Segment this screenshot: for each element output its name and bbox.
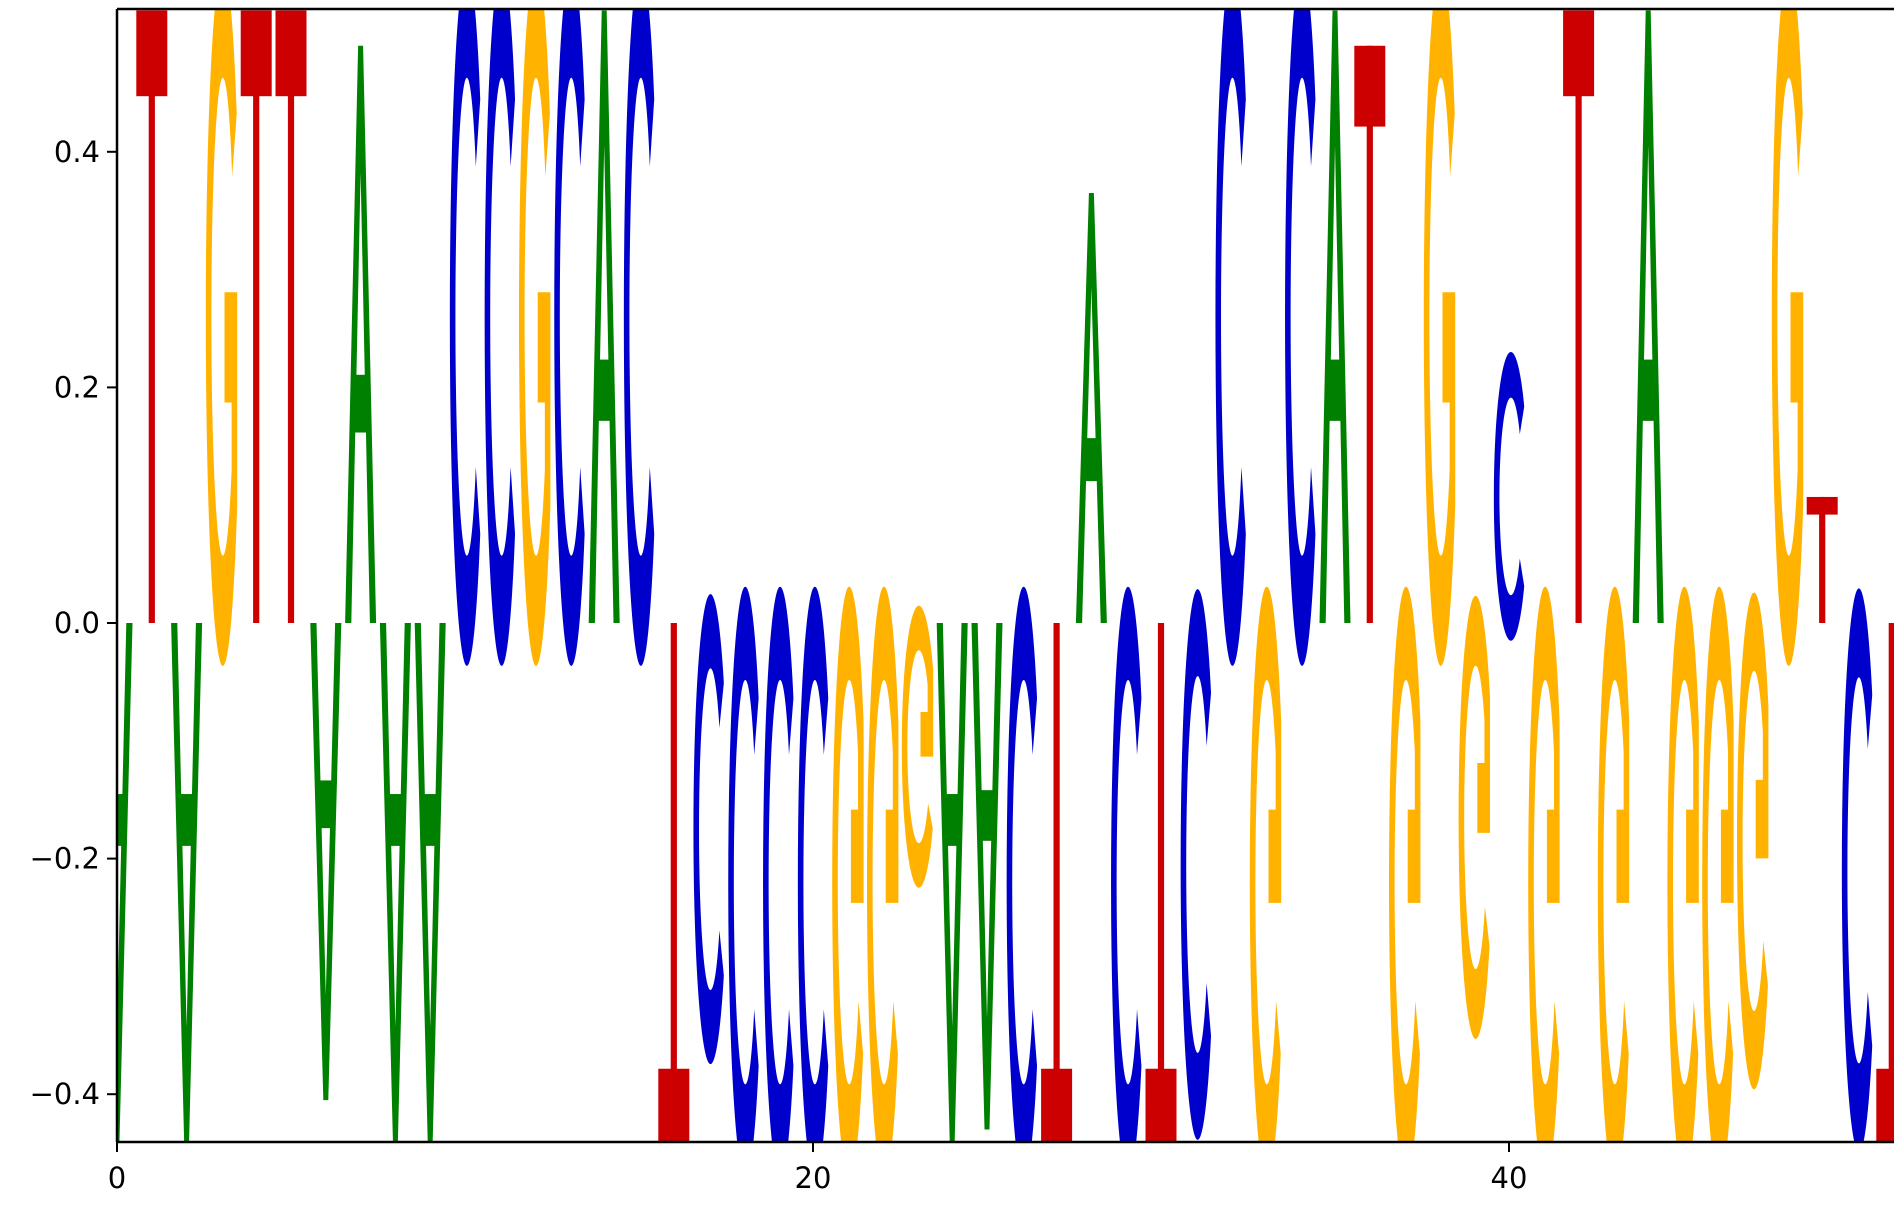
logo-letter-c-pos-13 [554,9,585,666]
logo-letter-g-pos-21 [832,586,864,1142]
logo-letter-g-pos-47 [1736,592,1769,1090]
logo-letter-g-pos-39 [1458,595,1491,1039]
logo-letter-g-pos-37 [1388,586,1421,1142]
logo-letter-g-pos-41 [1528,586,1560,1142]
logo-letter-g-pos-23 [901,605,934,888]
logo-letter-g-pos-22 [866,586,899,1142]
y-tick-label: −0.2 [30,842,100,876]
logo-letter-c-pos-26 [1006,587,1038,1142]
y-tick-label: 0.2 [54,370,100,404]
logo-letter-c-pos-10 [449,9,481,666]
logo-letter-g-pos-48 [1771,9,1804,666]
logo-letter-c-pos-19 [763,587,794,1142]
logo-letter-a-pos-8 [379,622,411,1142]
logo-letter-t-pos-16 [658,622,690,1142]
x-tick-label: 20 [795,1161,832,1195]
logo-letter-t-pos-30 [1145,622,1177,1142]
logo-letter-g-pos-38 [1423,9,1456,666]
logo-letter-c-pos-11 [484,9,516,666]
tick-marks: 0 20 40 −0.4 −0.2 0.0 0.2 0.4 [30,135,1528,1195]
logo-letter-a-pos-0 [117,622,133,1142]
x-tick-label: 40 [1491,1161,1528,1195]
logo-letter-a-pos-25 [971,623,1003,1130]
logo-letter-t-pos-36 [1354,45,1386,623]
logo-letter-a-pos-6 [310,623,342,1101]
logo-letter-c-pos-34 [1285,9,1316,666]
logo-letter-a-pos-44 [1632,10,1664,623]
logo-letter-a-pos-7 [345,45,377,623]
logo-letter-g-pos-3 [205,9,238,666]
logo-letter-t-pos-27 [1041,622,1073,1142]
x-tick-label: 0 [108,1161,126,1195]
logo-letter-g-pos-12 [518,9,551,666]
logo-letter-g-pos-43 [1597,586,1630,1142]
logo-letter-g-pos-33 [1249,586,1282,1142]
logo-letter-c-pos-18 [728,587,759,1142]
logo-letter-a-pos-24 [936,622,968,1142]
logo-letter-g-pos-45 [1667,586,1699,1142]
logo-letter-c-pos-32 [1215,9,1246,666]
logo-letter-t-pos-42 [1563,10,1595,623]
logo-letter-t-pos-4 [240,10,272,623]
logo-letter-c-pos-40 [1493,352,1525,641]
logo-letter-c-pos-29 [1111,587,1142,1142]
y-tick-label: 0.0 [54,606,100,640]
y-tick-label: 0.4 [54,135,100,169]
logo-letter-t-pos-1 [136,10,168,623]
logo-letter-c-pos-31 [1180,589,1212,1140]
y-tick-label: −0.4 [30,1077,100,1111]
logo-letter-a-pos-14 [588,10,620,623]
logo-letter-c-pos-15 [623,9,655,666]
logo-letter-a-pos-28 [1075,193,1107,623]
logo-letter-a-pos-35 [1319,10,1351,623]
logo-letter-a-pos-2 [171,622,203,1142]
logo-letter-t-pos-51 [1876,622,1894,1142]
logo-letter-g-pos-46 [1702,586,1734,1142]
logo-letter-c-pos-50 [1841,588,1873,1142]
logo-letter-t-pos-49 [1806,496,1838,623]
axes [115,7,1894,1144]
logo-letter-c-pos-20 [797,587,829,1142]
logo-letters [117,9,1894,1142]
logo-letter-c-pos-17 [693,594,724,1065]
logo-letter-t-pos-5 [275,10,307,623]
logo-letter-a-pos-9 [414,622,446,1142]
